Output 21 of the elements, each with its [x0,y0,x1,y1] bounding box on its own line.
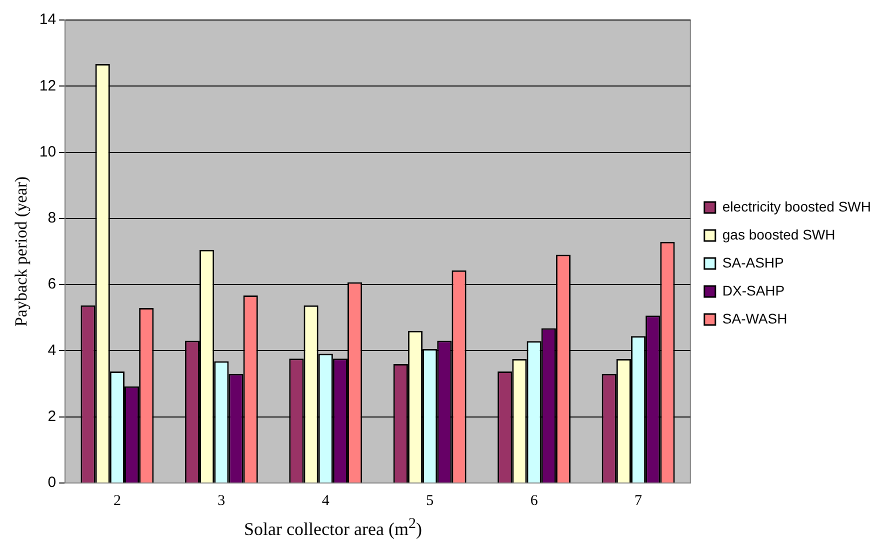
y-tick-label: 6 [48,276,56,293]
legend-label: SA-WASH [722,310,788,326]
x-tick-label: 5 [426,492,434,509]
y-tick-label: 14 [39,11,56,28]
x-tick-label: 4 [322,492,330,509]
legend-label: SA-ASHP [722,254,784,270]
x-tick-label: 7 [634,492,643,509]
legend-label: electricity boosted SWH [722,198,872,214]
legend-label: gas boosted SWH [722,226,836,242]
y-tick-label: 4 [48,342,56,359]
legend-label: DX-SAHP [722,282,785,298]
x-tick-label: 6 [530,492,538,509]
y-tick-label: 2 [48,408,56,425]
x-tick-label: 3 [218,492,226,509]
y-axis-title: Payback period (year) [12,176,31,327]
y-tick-label: 10 [39,143,56,160]
y-tick-label: 12 [39,77,56,94]
y-tick-label: 0 [48,474,56,492]
y-tick-label: 8 [48,210,56,227]
x-tick-label: 2 [113,492,121,509]
x-axis-title: Solar collector area (m$^{2}$) [243,516,423,540]
